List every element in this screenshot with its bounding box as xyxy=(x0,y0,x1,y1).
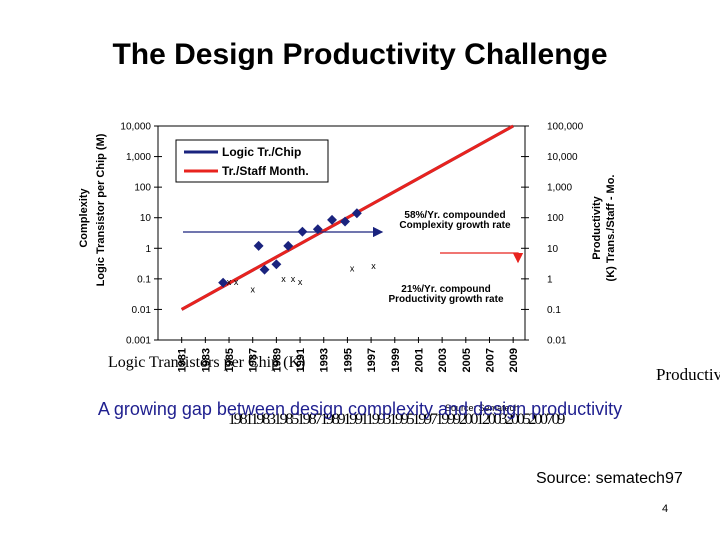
legend-box xyxy=(175,139,329,183)
slide-title: The Design Productivity Challenge xyxy=(112,38,608,71)
left-y-tick-label: 10 xyxy=(140,213,152,224)
right-y-tick-label: 1 xyxy=(547,274,553,285)
left-y-axis-title-line2: Logic Transistor per Chip (M) xyxy=(95,133,107,286)
left-y-tick-label: 10,000 xyxy=(120,122,151,133)
complexity-diamond-marker xyxy=(340,216,351,227)
source-sematech97: Source: sematech97 xyxy=(536,470,683,487)
complexity-diamond-marker xyxy=(253,240,264,251)
complexity-diamond-marker xyxy=(351,208,362,219)
productivity-trend-line xyxy=(180,124,514,311)
left-y-tick-label: 0.1 xyxy=(137,274,151,285)
x-tick-label: 1983 xyxy=(200,348,212,372)
x-tick-label: 1985 xyxy=(224,348,236,372)
x-tick-label: 1987 xyxy=(248,348,260,372)
productivity-x-marker: x xyxy=(371,261,376,271)
complexity-diamond-marker xyxy=(259,264,270,275)
right-y-tick-label: 0.01 xyxy=(547,336,567,347)
right-y-tick-label: 10,000 xyxy=(547,152,578,163)
complexity-diamond-marker xyxy=(283,240,294,251)
productivity-arrow xyxy=(440,252,524,264)
right-y-axis-title-line2: (K) Trans./Staff - Mo. xyxy=(605,175,617,282)
right-y-tick-label: 1,000 xyxy=(547,183,572,194)
x-tick-label: 2005 xyxy=(461,348,473,372)
x-tick-label: 1981 xyxy=(177,348,189,372)
page-number: 4 xyxy=(662,503,669,515)
legend-label-productivity: Tr./Staff Month. xyxy=(222,164,309,178)
year-strip: 1981198319851987198919911993199519971999… xyxy=(228,411,565,428)
productivity-x-marker: x xyxy=(281,274,286,284)
x-tick-label: 1991 xyxy=(295,348,307,372)
productivity-growth-annotation-line2: Productivity growth rate xyxy=(388,294,503,305)
left-y-tick-label: 0.01 xyxy=(132,305,152,316)
left-y-tick-label: 0.001 xyxy=(126,336,151,347)
right-y-axis-title-line1: Productivity xyxy=(591,195,603,259)
complexity-diamond-marker xyxy=(327,214,337,225)
productivity-x-marker: x xyxy=(350,263,355,273)
productivity-x-marker: x xyxy=(234,277,239,287)
productivity-x-marker: x xyxy=(298,277,303,287)
productivity-x-marker: x xyxy=(250,284,255,294)
left-y-tick-label: 1 xyxy=(145,244,151,255)
productivity-x-marker: x xyxy=(291,274,296,284)
x-tick-label: 1993 xyxy=(319,348,331,372)
left-y-axis-title-line1: Complexity xyxy=(78,187,90,247)
legend-label-complexity: Logic Tr./Chip xyxy=(222,145,301,159)
x-tick-label: 2009 xyxy=(508,348,520,372)
x-tick-label: 2001 xyxy=(413,348,425,372)
right-y-tick-label: 10 xyxy=(547,244,559,255)
chart-series xyxy=(180,124,514,311)
productivity-x-marker: x xyxy=(227,277,232,287)
right-y-tick-label: 0.1 xyxy=(547,305,561,316)
x-tick-label: 2007 xyxy=(484,348,496,372)
right-y-tick-label: 100,000 xyxy=(547,122,584,133)
data-markers: x xxx x xx x xyxy=(218,208,376,294)
complexity-growth-annotation-line2: Complexity growth rate xyxy=(399,220,511,231)
right-productivity-label: Productiv xyxy=(656,365,720,384)
tick-labels: 0.001 0.01 0.1 1 10 100 1,000 10,000 0.01 0.1 1 10 1… xyxy=(120,122,583,373)
complexity-diamond-marker xyxy=(218,277,229,288)
productivity-growth-annotation-line1: 21%/Yr. compound xyxy=(401,284,490,295)
complexity-diamond-marker xyxy=(271,259,282,270)
left-y-tick-label: 1,000 xyxy=(126,152,151,163)
right-y-tick-label: 100 xyxy=(547,213,564,224)
left-y-tick-label: 100 xyxy=(134,183,151,194)
chart-legend: Logic Tr./Chip Tr./Staff Month. xyxy=(175,139,329,183)
x-tick-label: 1997 xyxy=(366,348,378,372)
legacy-x-axis-label: Logic Transistors per Chip (K) xyxy=(108,354,306,371)
x-tick-label: 2003 xyxy=(437,348,449,372)
chart-axes: Complexity Logic Transistor per Chip (M) P… xyxy=(78,125,617,341)
x-tick-label: 1999 xyxy=(390,348,402,372)
complexity-growth-annotation-line1: 58%/Yr. compounded xyxy=(404,210,505,221)
x-tick-label: 1989 xyxy=(271,348,283,372)
x-tick-label: 1995 xyxy=(342,348,354,372)
source-sematech: Source: Sematech xyxy=(445,403,520,413)
caption: A growing gap between design complexity … xyxy=(97,399,623,419)
